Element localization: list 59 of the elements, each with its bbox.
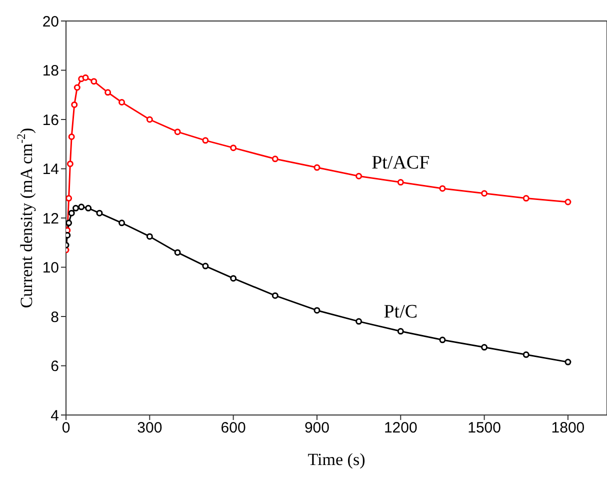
x-axis-title: Time (s) [308, 450, 366, 470]
point [96, 210, 103, 216]
x-tick-label: 1200 [384, 420, 418, 437]
point [68, 133, 75, 140]
point [356, 172, 362, 180]
point [272, 156, 278, 162]
y-tick-label: 18 [42, 62, 59, 80]
x-tick-label: 1500 [468, 420, 501, 437]
point [118, 99, 126, 106]
point [90, 78, 98, 85]
point [66, 220, 72, 226]
point [230, 275, 237, 282]
point [146, 116, 153, 123]
point [71, 101, 78, 108]
point [356, 318, 362, 325]
x-tick-label: 300 [137, 420, 162, 437]
point [82, 74, 89, 81]
y-tick-label: 16 [42, 112, 59, 129]
y-tick-label: 14 [42, 161, 59, 178]
point [522, 351, 530, 358]
point [230, 144, 237, 152]
point [564, 198, 572, 206]
point [439, 336, 446, 344]
point [481, 190, 488, 197]
point [564, 358, 572, 366]
point [314, 307, 320, 314]
point [85, 204, 92, 212]
x-tick-label: 1800 [551, 420, 585, 437]
point [174, 249, 181, 256]
y-tick-label: 4 [50, 407, 59, 424]
x-tick-label: 900 [304, 420, 330, 437]
point [397, 328, 404, 335]
point [202, 262, 209, 270]
point [439, 185, 446, 192]
series-label: Pt/C [384, 301, 418, 322]
y-tick-label: 12 [42, 210, 59, 228]
point [522, 195, 530, 202]
y-tick-label: 10 [42, 260, 59, 277]
point [104, 89, 112, 96]
point [66, 195, 72, 202]
point [78, 204, 85, 210]
series-label: Pt/ACF [372, 152, 430, 174]
y-tick-label: 8 [50, 308, 59, 326]
point [68, 210, 75, 216]
point [481, 344, 488, 351]
point [74, 84, 80, 91]
y-tick-label: 6 [50, 358, 59, 376]
point [397, 179, 404, 186]
point [72, 204, 80, 212]
point [202, 137, 209, 144]
x-tick-label: 600 [220, 420, 246, 437]
point [314, 164, 320, 171]
point [146, 233, 153, 240]
x-tick-label: 0 [62, 420, 70, 437]
point [118, 220, 126, 226]
point [272, 292, 278, 299]
y-tick-label: 20 [42, 13, 59, 30]
point [174, 128, 181, 136]
point [66, 160, 74, 168]
